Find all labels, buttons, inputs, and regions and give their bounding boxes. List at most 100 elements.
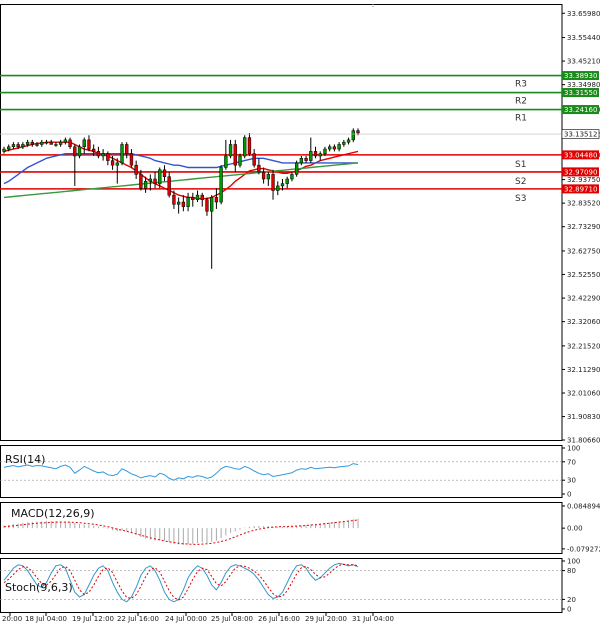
macd-title: MACD(12,26,9) bbox=[11, 507, 95, 520]
candle-body bbox=[271, 174, 275, 191]
panel-frame-price bbox=[0, 4, 563, 441]
candle-body bbox=[238, 155, 242, 166]
stoch-y-tick-label: 20 bbox=[567, 596, 576, 604]
level-name-s1: S1 bbox=[515, 160, 526, 170]
moving-average-1 bbox=[3, 152, 358, 185]
level-name-r2: R2 bbox=[515, 97, 527, 107]
panel-frame-rsi bbox=[0, 445, 563, 498]
stoch-y-tick-label: 80 bbox=[567, 567, 576, 575]
candle-body bbox=[25, 141, 30, 145]
x-tick-label: 19 Jul 12:00 bbox=[72, 615, 114, 623]
candle-body bbox=[290, 174, 294, 180]
candle-body bbox=[11, 144, 16, 148]
candle-body bbox=[73, 146, 77, 157]
candle-body bbox=[328, 146, 332, 150]
candle-body bbox=[276, 185, 280, 191]
level-name-s3: S3 bbox=[515, 194, 526, 204]
candle-body bbox=[2, 148, 6, 152]
candle-body bbox=[101, 153, 105, 157]
candle-body bbox=[77, 146, 82, 157]
stoch-title: Stoch(9,6,3) bbox=[5, 581, 73, 594]
candle-body bbox=[172, 194, 176, 205]
price-y-tick-label: 33.34980 bbox=[567, 81, 600, 89]
macd-y-tick-label: 0.084894 bbox=[567, 502, 600, 510]
candle-body bbox=[243, 137, 247, 157]
price-y-tick-label: 32.32060 bbox=[567, 318, 600, 326]
last-price-tag bbox=[561, 129, 600, 139]
rsi-y-tick-label: 0 bbox=[567, 491, 571, 499]
price-y-tick-label: 33.55440 bbox=[567, 34, 600, 42]
price-y-tick-label: 31.80660 bbox=[567, 437, 600, 445]
candle-body bbox=[318, 153, 322, 157]
candle-body bbox=[92, 148, 96, 152]
candle-body bbox=[82, 139, 86, 148]
price-y-tick-label: 33.45210 bbox=[567, 58, 600, 66]
candle-body bbox=[129, 153, 134, 166]
candle-body bbox=[233, 144, 237, 166]
candle-body bbox=[266, 174, 270, 180]
level-price-tag-s1 bbox=[562, 150, 599, 160]
x-tick-label: 22 Jul 16:00 bbox=[117, 615, 159, 623]
candle-body bbox=[96, 151, 101, 157]
moving-average-0 bbox=[3, 141, 359, 200]
candle-body bbox=[44, 141, 49, 144]
candle-body bbox=[247, 137, 252, 154]
x-tick-label: 25 Jul 08:00 bbox=[211, 615, 253, 623]
macd-y-tick-label: 0.00 bbox=[567, 525, 583, 533]
candle-body bbox=[148, 178, 152, 182]
candle-body bbox=[219, 167, 223, 203]
rsi-title: RSI(14) bbox=[5, 453, 45, 466]
level-price-tag-r1 bbox=[562, 105, 599, 115]
price-y-tick-label: 32.73290 bbox=[567, 223, 600, 231]
candle-body bbox=[167, 176, 171, 196]
candle-body bbox=[309, 151, 313, 161]
last-price-label: 33.13512 bbox=[564, 131, 597, 139]
rsi-y-tick-label: 70 bbox=[567, 458, 576, 466]
candle-body bbox=[30, 141, 34, 145]
candle-body bbox=[304, 158, 308, 161]
moving-average-2 bbox=[3, 162, 359, 199]
candle-body bbox=[181, 201, 186, 207]
candle-body bbox=[106, 153, 110, 161]
candle-body bbox=[351, 130, 355, 141]
candle-body bbox=[54, 144, 58, 146]
level-name-r1: R1 bbox=[515, 114, 527, 124]
candle-body bbox=[299, 158, 304, 164]
price-y-tick-label: 32.42290 bbox=[567, 295, 600, 303]
price-y-tick-label: 31.90830 bbox=[567, 413, 600, 421]
candle-body bbox=[261, 171, 266, 180]
candle-body bbox=[143, 181, 148, 189]
candle-body bbox=[195, 194, 200, 200]
candle-body bbox=[21, 144, 25, 148]
stoch-y-tick-label: 0 bbox=[567, 606, 571, 614]
candle-body bbox=[110, 160, 115, 166]
x-tick-label: 31 Jul 04:00 bbox=[352, 615, 394, 623]
x-tick-label: 29 Jul 20:00 bbox=[305, 615, 347, 623]
level-price-tag-s3 bbox=[562, 184, 599, 194]
price-y-tick-label: 32.62750 bbox=[567, 247, 600, 255]
x-tick-label: 24 Jul 00:00 bbox=[165, 615, 207, 623]
candle-body bbox=[294, 162, 299, 175]
level-name-r3: R3 bbox=[515, 80, 527, 90]
candle-body bbox=[115, 162, 119, 166]
level-price-label-s3: 32.89710 bbox=[564, 185, 597, 193]
candle-body bbox=[35, 144, 39, 146]
candle-body bbox=[285, 178, 289, 184]
price-y-tick-label: 33.65980 bbox=[567, 10, 600, 18]
candle-body bbox=[214, 197, 219, 203]
macd-y-tick-label: -0.079272 bbox=[567, 545, 600, 553]
rsi-line bbox=[3, 463, 359, 481]
candle-body bbox=[337, 144, 341, 150]
level-price-label-r1: 33.24160 bbox=[564, 106, 597, 114]
candle-body bbox=[134, 164, 138, 175]
candle-body bbox=[158, 169, 162, 184]
candle-body bbox=[210, 197, 214, 212]
price-y-tick-label: 32.52550 bbox=[567, 271, 600, 279]
macd-signal-line bbox=[3, 519, 359, 545]
level-price-label-r3: 33.38930 bbox=[564, 72, 597, 80]
candle-body bbox=[125, 144, 129, 154]
level-price-label-s2: 32.97090 bbox=[564, 168, 597, 176]
price-y-tick-label: 32.93750 bbox=[567, 176, 600, 184]
candle-body bbox=[87, 139, 91, 150]
stoch-line-0 bbox=[3, 562, 359, 603]
